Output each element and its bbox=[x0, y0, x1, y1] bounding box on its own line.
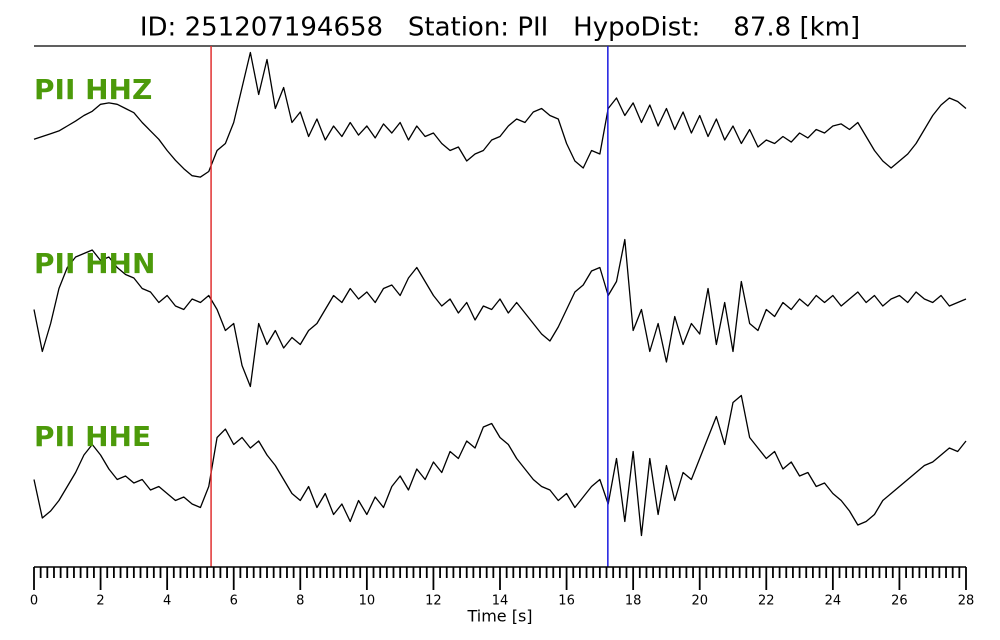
x-tick-label: 20 bbox=[691, 594, 708, 609]
x-tick-label: 26 bbox=[891, 594, 908, 609]
x-tick-label: 18 bbox=[625, 594, 642, 609]
x-tick-label: 24 bbox=[825, 594, 842, 609]
x-tick-label: 22 bbox=[758, 594, 775, 609]
x-tick-label: 10 bbox=[359, 594, 376, 609]
trace bbox=[33, 394, 967, 537]
x-tick-label: 16 bbox=[558, 594, 575, 609]
x-tick-label: 0 bbox=[30, 594, 38, 609]
x-tick-label: 28 bbox=[958, 594, 975, 609]
x-tick-label: 6 bbox=[230, 594, 238, 609]
x-tick-label: 2 bbox=[96, 594, 104, 609]
x-tick-label: 14 bbox=[492, 594, 509, 609]
chart-title: ID: 251207194658 Station: PII HypoDist: … bbox=[140, 13, 860, 43]
trace bbox=[33, 51, 967, 178]
x-axis-label: Time [s] bbox=[466, 607, 532, 626]
trace-label: PII HHN bbox=[34, 247, 155, 280]
x-tick-label: 4 bbox=[163, 594, 171, 609]
trace bbox=[33, 238, 967, 388]
x-tick-label: 8 bbox=[296, 594, 304, 609]
x-tick-label: 12 bbox=[425, 594, 442, 609]
trace-label: PII HHZ bbox=[34, 73, 152, 106]
trace-label: PII HHE bbox=[34, 420, 151, 453]
